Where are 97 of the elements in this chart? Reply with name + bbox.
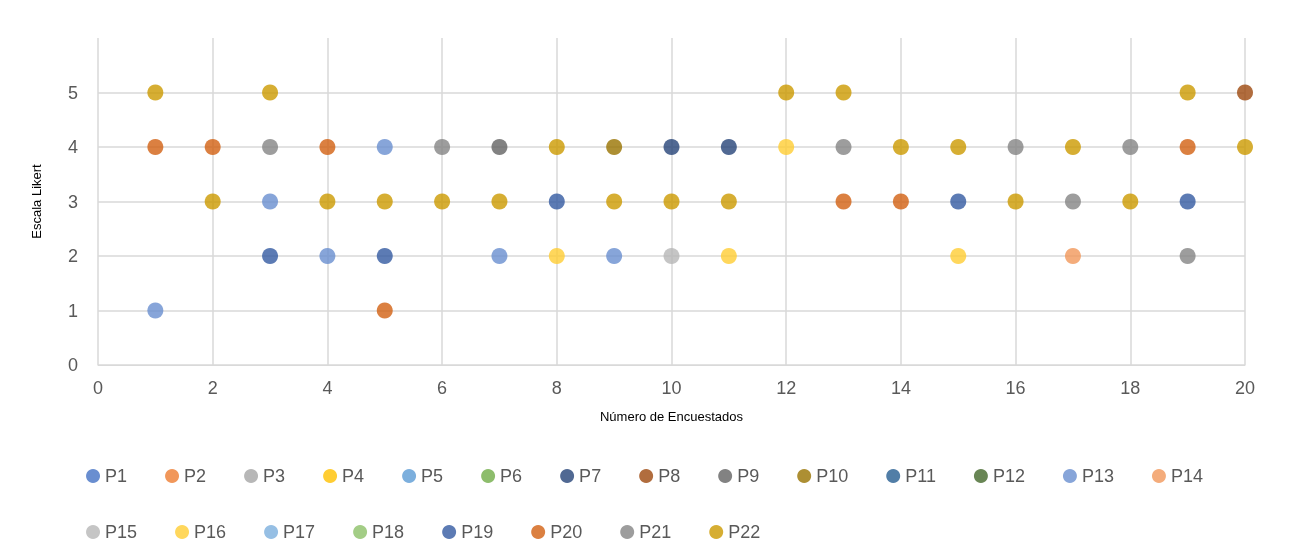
- legend-label: P1: [105, 466, 128, 486]
- point: [835, 84, 852, 101]
- legend-label: P18: [372, 522, 405, 542]
- x-axis-title: Número de Encuestados: [599, 409, 744, 424]
- legend-label: P15: [105, 522, 138, 542]
- point: [892, 193, 909, 210]
- x-tick-label: 14: [890, 378, 911, 398]
- y-tick-label: 0: [67, 355, 78, 375]
- legend-label: P17: [283, 522, 316, 542]
- point: [720, 248, 737, 264]
- point: [892, 139, 909, 155]
- x-tick-label: 20: [1234, 378, 1256, 398]
- point: [1064, 193, 1081, 210]
- point: [663, 139, 680, 155]
- point: [491, 193, 508, 210]
- legend-label: P9: [737, 466, 760, 486]
- legend-label: P14: [1170, 466, 1203, 486]
- legend-label: P4: [342, 466, 365, 486]
- point: [376, 193, 393, 210]
- point: [262, 139, 279, 155]
- x-tick-label: 8: [551, 378, 562, 398]
- y-axis-title: Escala Likert: [29, 163, 44, 239]
- point: [262, 84, 279, 101]
- point: [548, 139, 565, 155]
- point: [1122, 193, 1139, 210]
- point: [262, 193, 279, 210]
- point: [1122, 139, 1139, 155]
- legend-label: P19: [461, 522, 494, 542]
- point: [1179, 139, 1196, 155]
- x-tick-label: 16: [1005, 378, 1026, 398]
- point: [376, 248, 393, 264]
- point: [319, 248, 336, 264]
- point: [1007, 193, 1024, 210]
- point: [319, 193, 336, 210]
- point: [262, 248, 279, 264]
- point: [663, 248, 680, 264]
- point: [663, 193, 680, 210]
- point: [147, 84, 164, 101]
- point: [606, 248, 623, 264]
- x-tick-label: 10: [661, 378, 682, 398]
- point: [1237, 139, 1253, 155]
- legend-label: P16: [194, 522, 227, 542]
- point: [778, 84, 795, 101]
- point: [204, 139, 221, 155]
- point: [606, 193, 623, 210]
- point: [1179, 84, 1196, 101]
- point: [606, 139, 623, 155]
- legend-label: P13: [1081, 466, 1114, 486]
- point: [376, 302, 393, 319]
- point: [1064, 139, 1081, 155]
- legend-label: P20: [550, 522, 583, 542]
- legend-label: P5: [421, 466, 444, 486]
- y-tick-label: 3: [67, 191, 78, 212]
- x-tick-label: 6: [437, 378, 448, 398]
- y-tick-label: 1: [67, 300, 78, 321]
- x-tick-label: 18: [1120, 378, 1141, 398]
- point: [491, 248, 508, 264]
- legend-label: P2: [184, 466, 207, 486]
- legend-label: P10: [816, 466, 849, 486]
- legend-label: P7: [579, 466, 602, 486]
- point: [1179, 248, 1196, 264]
- point: [1237, 84, 1253, 101]
- point: [1064, 248, 1081, 264]
- legend-label: P22: [728, 522, 761, 542]
- point: [835, 139, 852, 155]
- point: [548, 248, 565, 264]
- point: [950, 193, 967, 210]
- y-tick-label: 2: [67, 246, 78, 266]
- x-tick-label: 12: [776, 378, 797, 398]
- point: [319, 139, 336, 155]
- point: [950, 139, 967, 155]
- point: [147, 139, 164, 155]
- point: [1179, 193, 1196, 210]
- legend-label: P8: [658, 466, 681, 486]
- y-tick-label: 4: [67, 137, 78, 157]
- x-tick-label: 2: [207, 378, 218, 398]
- point: [147, 302, 164, 319]
- x-tick-label: 0: [92, 378, 104, 398]
- point: [204, 193, 221, 210]
- point: [491, 139, 508, 155]
- x-tick-label: 4: [322, 378, 333, 398]
- legend-label: P12: [992, 466, 1025, 486]
- legend-label: P21: [639, 522, 672, 542]
- point: [548, 193, 565, 210]
- y-tick-label: 5: [67, 82, 78, 103]
- point: [950, 248, 967, 264]
- point: [434, 139, 451, 155]
- point: [778, 139, 795, 155]
- point: [434, 193, 451, 210]
- point: [720, 193, 737, 210]
- point: [720, 139, 737, 155]
- legend-label: P3: [263, 466, 286, 486]
- point: [835, 193, 852, 210]
- point: [1007, 139, 1024, 155]
- legend-label: P11: [905, 466, 936, 486]
- point: [376, 139, 393, 155]
- legend-label: P6: [500, 466, 523, 486]
